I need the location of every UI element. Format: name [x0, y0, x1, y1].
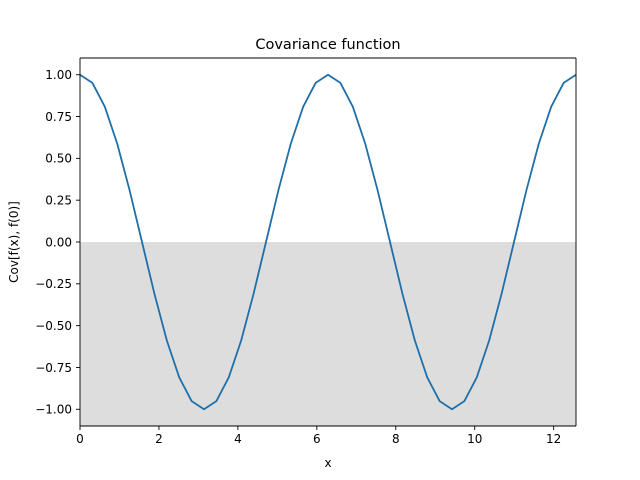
y-tick-label: −0.25: [35, 277, 72, 291]
x-tick-label: 12: [546, 432, 561, 446]
chart-title: Covariance function: [255, 37, 400, 53]
x-tick-label: 4: [234, 432, 242, 446]
y-tick-label: −0.50: [35, 319, 72, 333]
y-tick-label: 0.25: [45, 193, 72, 207]
x-tick-label: 10: [467, 432, 482, 446]
x-tick-label: 2: [155, 432, 163, 446]
plot-area: 0 2 4 6 8 10 12 1.00 0.75 0.50 0.25 0.00 −0.25 −0.50 −…: [35, 57, 577, 446]
y-tick-label: −1.00: [35, 403, 72, 417]
y-tick-label: 0.50: [45, 152, 72, 166]
series-line-0: [79, 73, 577, 411]
x-axis-label: x: [324, 456, 331, 470]
x-tick-label: 6: [313, 432, 321, 446]
y-tick-label: 0.75: [45, 110, 72, 124]
x-tick-label: 8: [392, 432, 400, 446]
y-tick-label: −0.75: [35, 361, 72, 375]
x-tick-label: 0: [76, 432, 84, 446]
y-tick-label: 0.00: [45, 235, 72, 249]
shaded-negative-region: [80, 242, 576, 426]
y-tick-label: 1.00: [45, 68, 72, 82]
y-axis-label: Cov[f(x), f(0)]: [7, 201, 21, 283]
